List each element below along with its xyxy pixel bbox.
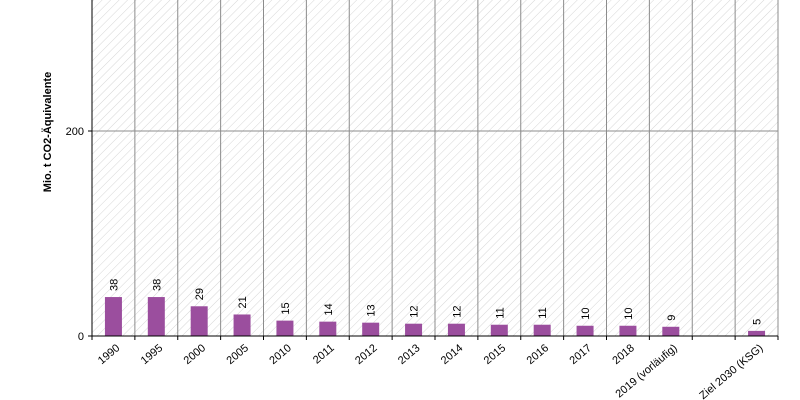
data-label: 10 (623, 308, 635, 320)
x-tick-label: 2015 (482, 342, 508, 367)
bar-2018 (619, 325, 637, 336)
bar-2019 (vorläufig) (662, 326, 680, 336)
data-label: 38 (151, 279, 163, 291)
x-tick-label: 2016 (525, 342, 551, 367)
data-label: 5 (752, 319, 764, 325)
x-tick-label: 2011 (311, 342, 337, 366)
bar-1990 (104, 297, 122, 336)
bar-Ziel 2030 (KSG) (748, 330, 766, 336)
bar-2010 (276, 320, 294, 336)
bar-2015 (490, 324, 508, 336)
bar-2005 (233, 314, 251, 336)
y-tick-label: 0 (78, 331, 84, 343)
bar-2000 (190, 306, 208, 336)
bar-2011 (319, 321, 337, 336)
vertical-gridlines (134, 0, 779, 336)
data-label: 11 (494, 307, 506, 318)
data-label: 12 (409, 305, 421, 317)
x-tick-label: 1995 (139, 342, 165, 367)
data-label: 15 (280, 302, 292, 314)
data-label: 10 (580, 308, 592, 320)
x-tick-label: 1990 (96, 342, 122, 367)
data-label: 14 (323, 303, 335, 315)
data-label: 21 (237, 296, 249, 308)
x-tick-label: 2010 (267, 342, 293, 367)
data-label: 9 (666, 315, 678, 321)
y-tick-label: 200 (66, 126, 84, 138)
bar-2014 (447, 323, 465, 336)
data-label: 11 (537, 307, 549, 318)
bar-1995 (147, 297, 165, 336)
bar-2013 (405, 323, 423, 336)
x-tick-label: 2012 (353, 342, 379, 367)
x-tick-label: 2005 (225, 342, 251, 367)
x-tick-label: 2013 (396, 342, 422, 367)
x-tick-label: 2017 (568, 342, 594, 367)
data-label: 38 (108, 279, 120, 291)
x-tick-label: 2014 (439, 342, 465, 367)
bar-2016 (533, 324, 551, 336)
data-labels: 38 38 29 21 15 14 13 12 12 11 11 10 10 9 5 (108, 279, 763, 325)
y-axis-ticks: 0 200 (66, 126, 92, 343)
x-axis-ticks: 1990 1995 2000 2005 2010 2011 2012 2013 2014 2015… (91, 336, 779, 400)
y-axis-label: Mio. t CO2-Äquivalente (41, 72, 54, 192)
bars (104, 297, 766, 336)
x-tick-label: 2018 (610, 342, 636, 367)
x-tick-label: 2000 (182, 342, 208, 367)
data-label: 13 (366, 304, 378, 316)
bar-2017 (576, 325, 594, 336)
data-label: 12 (451, 305, 463, 317)
data-label: 29 (194, 288, 206, 300)
x-tick-label: Ziel 2030 (KSG) (697, 342, 765, 400)
bar-2012 (362, 322, 380, 336)
